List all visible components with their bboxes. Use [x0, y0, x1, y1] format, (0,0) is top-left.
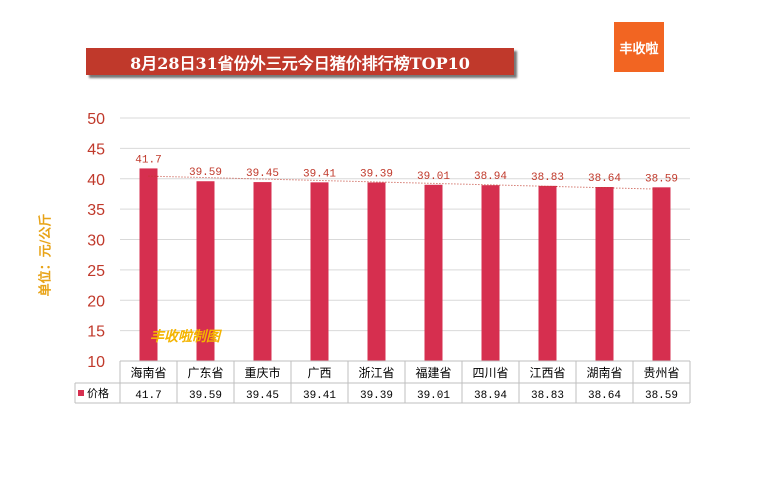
bar — [367, 182, 386, 361]
table-value: 38.59 — [645, 390, 678, 402]
bar — [538, 185, 557, 361]
data-label: 38.64 — [588, 173, 621, 185]
y-tick-label: 25 — [87, 263, 105, 280]
data-label: 38.94 — [474, 171, 507, 183]
data-label: 41.7 — [135, 154, 161, 166]
data-label: 39.39 — [360, 168, 393, 180]
y-tick-label: 30 — [87, 233, 105, 250]
y-tick-label: 50 — [87, 111, 105, 128]
data-label: 38.83 — [531, 172, 564, 184]
y-tick-label: 35 — [87, 202, 105, 219]
x-tick-label: 广东省 — [187, 366, 223, 380]
x-tick-label: 江西省 — [529, 366, 565, 380]
trendline — [148, 175, 662, 190]
data-label: 39.01 — [417, 171, 450, 183]
bar — [310, 182, 329, 361]
table-value: 39.41 — [303, 390, 336, 402]
legend-swatch — [78, 390, 84, 396]
y-tick-label: 10 — [87, 354, 105, 371]
table-value: 38.83 — [531, 390, 564, 402]
x-tick-label: 贵州省 — [643, 366, 679, 380]
bar — [424, 184, 443, 361]
bar — [196, 181, 215, 361]
bar — [139, 168, 158, 361]
y-axis-label: 单位：元/公斤 — [38, 213, 54, 297]
table-value: 39.01 — [417, 390, 450, 402]
data-label: 39.45 — [246, 168, 279, 180]
x-tick-label: 海南省 — [130, 365, 166, 380]
table-value: 39.45 — [246, 390, 279, 402]
table-value: 39.39 — [360, 390, 393, 402]
table-value: 41.7 — [135, 390, 161, 402]
table-value: 38.64 — [588, 390, 621, 402]
bar — [595, 187, 614, 361]
x-tick-label: 福建省 — [415, 365, 451, 380]
x-tick-label: 四川省 — [472, 366, 508, 380]
bar — [253, 182, 272, 361]
x-tick-label: 浙江省 — [358, 366, 394, 380]
y-tick-label: 15 — [87, 324, 105, 341]
data-table-legend: 价格 — [75, 383, 119, 403]
brand-logo: 丰收啦 — [614, 22, 664, 72]
chart-title-banner: 8月28日31省份外三元今日猪价排行榜TOP10 — [86, 48, 514, 75]
legend-label: 价格 — [87, 387, 109, 400]
watermark: 丰收啦制图 — [150, 329, 220, 345]
y-tick-label: 40 — [87, 172, 105, 189]
x-tick-label: 湖南省 — [586, 365, 622, 380]
bar — [481, 185, 500, 361]
data-label: 39.41 — [303, 168, 336, 180]
data-label: 39.59 — [189, 167, 222, 179]
brand-logo-text: 丰收啦 — [619, 41, 659, 57]
table-value: 39.59 — [189, 390, 222, 402]
x-tick-label: 重庆市 — [244, 365, 280, 380]
y-tick-label: 45 — [87, 141, 105, 158]
chart-title: 8月28日31省份外三元今日猪价排行榜TOP10 — [130, 53, 470, 73]
data-label: 38.59 — [645, 173, 678, 185]
x-tick-label: 广西 — [307, 366, 331, 380]
bar — [652, 187, 671, 361]
table-value: 38.94 — [474, 390, 507, 402]
y-tick-label: 20 — [87, 293, 105, 310]
